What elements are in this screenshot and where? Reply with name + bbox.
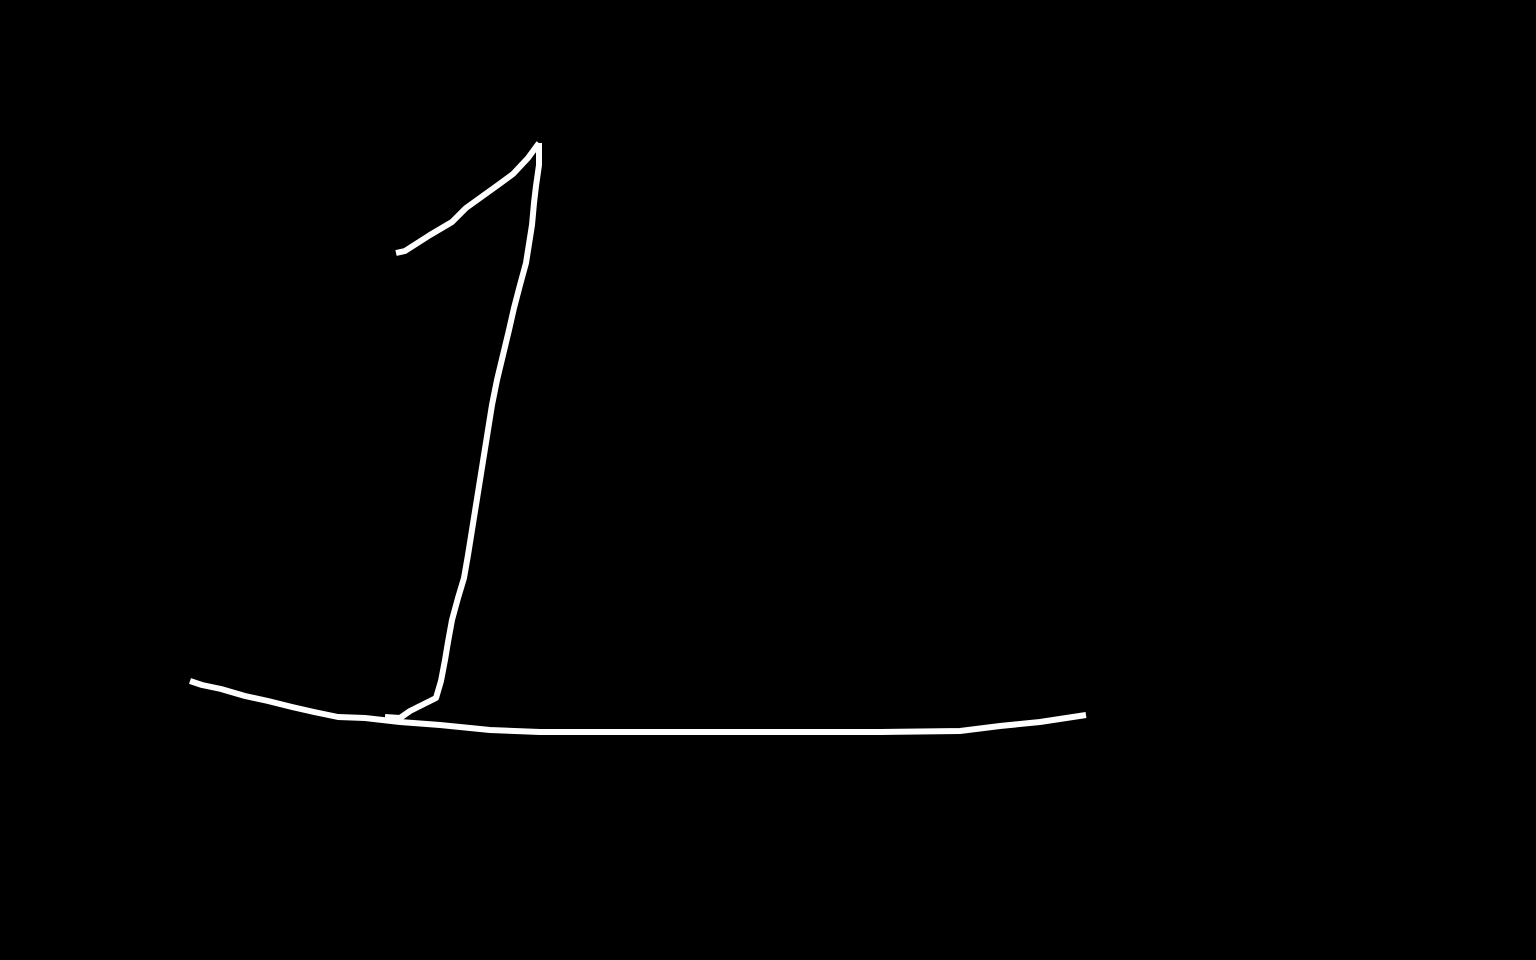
digit-one-stem-stroke — [384, 143, 542, 721]
digit-one-flag-stroke — [395, 141, 542, 256]
baseline-underline-stroke — [189, 678, 1087, 735]
